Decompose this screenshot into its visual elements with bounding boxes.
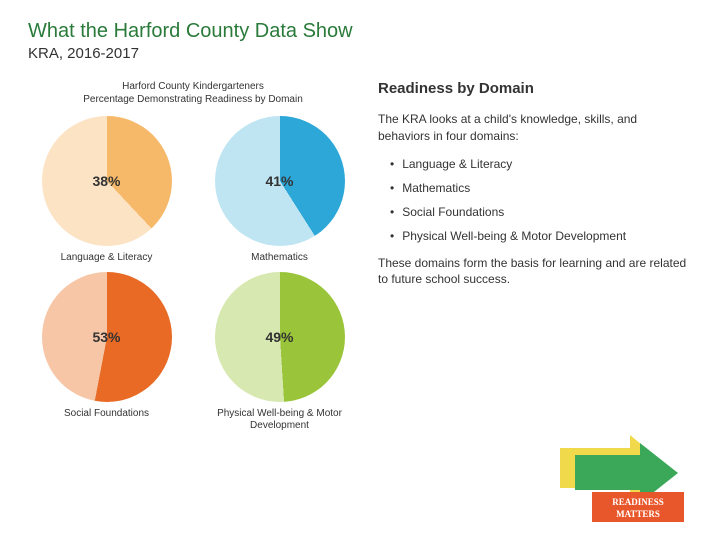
- chart-title: Physical Well-being & Motor Development: [201, 408, 358, 432]
- chart-cell: 53% Social Foundations: [28, 272, 185, 432]
- charts-caption-line2: Percentage Demonstrating Readiness by Do…: [83, 94, 303, 105]
- chart-grid: 38% Language & Literacy 41% Mathematics 53% S…: [28, 116, 358, 432]
- pie-center-label: 49%: [265, 329, 293, 345]
- pie-chart: 53%: [42, 272, 172, 402]
- main-content: Harford County Kindergarteners Percentag…: [28, 80, 692, 432]
- svg-text:READINESS: READINESS: [612, 497, 664, 507]
- section-title: Readiness by Domain: [378, 80, 692, 97]
- svg-text:MATTERS: MATTERS: [616, 509, 660, 519]
- pie-chart: 38%: [42, 116, 172, 246]
- list-item: Social Foundations: [390, 203, 692, 221]
- text-column: Readiness by Domain The KRA looks at a c…: [378, 80, 692, 432]
- chart-cell: 41% Mathematics: [201, 116, 358, 264]
- chart-title: Language & Literacy: [61, 252, 153, 264]
- charts-column: Harford County Kindergarteners Percentag…: [28, 80, 358, 432]
- closing-paragraph: These domains form the basis for learnin…: [378, 255, 692, 289]
- chart-cell: 49% Physical Well-being & Motor Developme…: [201, 272, 358, 432]
- pie-center-label: 38%: [92, 173, 120, 189]
- list-item: Physical Well-being & Motor Development: [390, 227, 692, 245]
- pie-chart: 41%: [215, 116, 345, 246]
- pie-chart: 49%: [215, 272, 345, 402]
- chart-cell: 38% Language & Literacy: [28, 116, 185, 264]
- pie-center-label: 41%: [265, 173, 293, 189]
- page-title: What the Harford County Data Show: [28, 20, 692, 43]
- charts-caption-line1: Harford County Kindergarteners: [122, 81, 264, 92]
- charts-caption: Harford County Kindergarteners Percentag…: [28, 80, 358, 106]
- chart-title: Social Foundations: [64, 408, 149, 420]
- domain-bullets: Language & Literacy Mathematics Social Fou…: [390, 155, 692, 245]
- readiness-matters-logo: READINESS MATTERS: [550, 430, 700, 530]
- pie-center-label: 53%: [92, 329, 120, 345]
- chart-title: Mathematics: [251, 252, 308, 264]
- list-item: Language & Literacy: [390, 155, 692, 173]
- page-subtitle: KRA, 2016-2017: [28, 45, 692, 62]
- intro-paragraph: The KRA looks at a child's knowledge, sk…: [378, 111, 692, 145]
- list-item: Mathematics: [390, 179, 692, 197]
